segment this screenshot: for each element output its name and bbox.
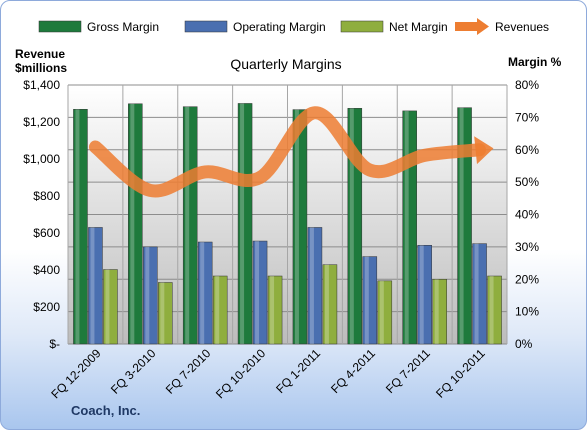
bar-operating-margin — [88, 227, 103, 345]
x-tick-label: FQ 3-2010 — [108, 346, 159, 397]
right-tick-label: 70% — [515, 110, 539, 124]
bar-operating-margin — [362, 256, 378, 345]
legend-label: Net Margin — [389, 20, 448, 34]
bar-highlight — [215, 276, 220, 344]
right-tick-label: 80% — [515, 78, 539, 92]
bar-net-margin — [267, 275, 283, 345]
right-tick-label: 60% — [515, 143, 539, 157]
x-tick-label: FQ 7-2011 — [383, 346, 433, 396]
legend-label: Operating Margin — [233, 20, 326, 34]
x-tick-label: FQ 10-2011 — [433, 346, 488, 401]
bar-net-margin — [322, 264, 338, 345]
bar-highlight — [474, 243, 479, 344]
bar-net-margin — [103, 269, 118, 345]
right-axis-ticks: 0% 10% 20% 30% 40% 50% 60% 70% 80% — [515, 78, 539, 351]
bars — [73, 103, 502, 345]
revenue-line — [88, 106, 494, 198]
bar-highlight — [185, 106, 190, 344]
bar-net-margin — [487, 275, 502, 345]
left-axis-title-line1: Revenue — [15, 47, 65, 61]
bar-highlight — [145, 246, 150, 344]
right-tick-label: 0% — [515, 337, 533, 351]
bar-operating-margin — [252, 240, 268, 345]
bar-gross-margin — [237, 103, 253, 345]
bar-gross-margin — [457, 107, 472, 345]
legend-label: Revenues — [495, 20, 549, 34]
left-tick-label: $- — [49, 337, 60, 351]
bar-net-margin — [158, 282, 173, 345]
left-tick-label: $1,200 — [23, 115, 60, 129]
legend-swatch — [38, 20, 82, 33]
bar-highlight — [489, 276, 494, 344]
left-tick-label: $600 — [33, 226, 60, 240]
bar-gross-margin — [182, 106, 198, 345]
bar-highlight — [379, 280, 384, 344]
company-label: Coach, Inc. — [71, 403, 140, 418]
bar-gross-margin — [292, 109, 308, 345]
bar-highlight — [434, 279, 439, 344]
revenue-series-line — [88, 106, 487, 198]
bar-highlight — [200, 242, 205, 344]
bar-highlight — [294, 109, 299, 344]
left-axis-ticks: $- $200 $400 $600 $800 $1,000 $1,200 $1,400 — [23, 78, 60, 351]
bar-highlight — [90, 227, 95, 344]
right-tick-label: 40% — [515, 208, 539, 222]
bar-operating-margin — [143, 246, 158, 345]
bar-gross-margin — [128, 103, 143, 345]
revenue-arrowhead — [474, 136, 494, 165]
bar-operating-margin — [417, 245, 432, 345]
x-tick-label: FQ 10-2010 — [213, 346, 268, 401]
bar-highlight — [419, 245, 424, 344]
legend-arrow-icon — [477, 18, 489, 35]
bar-operating-margin — [197, 241, 213, 345]
chart-title: Quarterly Margins — [230, 56, 341, 72]
bar-highlight — [160, 282, 165, 344]
bar-highlight — [75, 109, 80, 344]
legend-swatch — [184, 20, 228, 33]
right-tick-label: 10% — [515, 305, 539, 319]
x-tick-label: FQ 7-2010 — [163, 346, 214, 397]
left-tick-label: $1,400 — [23, 78, 60, 92]
bar-highlight — [255, 241, 260, 344]
left-tick-label: $400 — [33, 263, 60, 277]
x-axis-ticks: FQ 12-2009 FQ 3-2010 FQ 7-2010 FQ 10-2010 FQ… — [48, 346, 488, 401]
right-tick-label: 20% — [515, 272, 539, 286]
right-tick-label: 50% — [515, 175, 539, 189]
legend-swatch — [340, 20, 384, 33]
bar-net-margin — [432, 279, 447, 345]
left-tick-label: $200 — [33, 300, 60, 314]
x-tick-label: FQ 4-2011 — [328, 346, 378, 396]
bar-operating-margin — [472, 243, 487, 345]
x-tick-label: FQ 12-2009 — [48, 346, 103, 401]
bar-highlight — [270, 276, 275, 344]
bar-highlight — [364, 256, 369, 344]
right-axis-title: Margin % — [508, 55, 562, 69]
left-axis-title-line2: $millions — [15, 61, 67, 75]
bar-highlight — [105, 269, 110, 344]
left-tick-label: $1,000 — [23, 152, 60, 166]
bar-net-margin — [212, 275, 228, 345]
x-tick-label: FQ 1-2011 — [273, 346, 323, 396]
bar-highlight — [130, 103, 135, 344]
legend: Gross Margin Operating Margin Net Margin Re… — [38, 18, 549, 35]
bar-highlight — [324, 264, 329, 344]
bar-highlight — [404, 110, 409, 345]
legend-label: Gross Margin — [87, 20, 159, 34]
bar-highlight — [459, 107, 464, 344]
bar-net-margin — [377, 280, 393, 345]
right-tick-label: 30% — [515, 240, 539, 254]
left-tick-label: $800 — [33, 189, 60, 203]
bar-operating-margin — [307, 227, 323, 345]
bar-highlight — [240, 103, 245, 344]
bar-highlight — [349, 108, 354, 344]
bar-gross-margin — [73, 109, 88, 345]
bar-highlight — [309, 227, 314, 344]
